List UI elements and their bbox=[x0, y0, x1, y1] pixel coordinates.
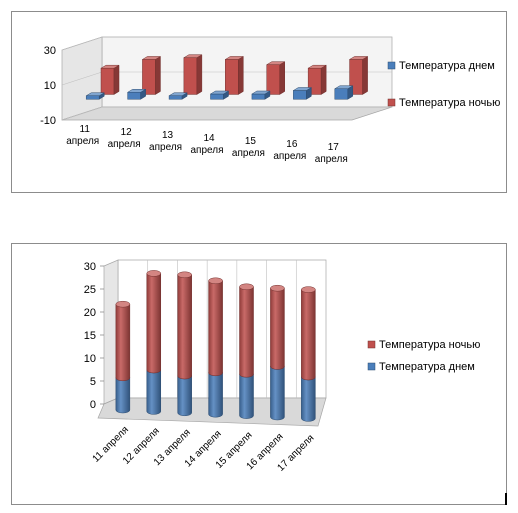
chart-1-y-tick-label: 10 bbox=[44, 80, 56, 92]
chart-2-legend-swatch bbox=[367, 340, 376, 349]
chart-1-bar-night-side bbox=[196, 54, 203, 95]
chart-1-bar-day-front bbox=[251, 93, 266, 100]
chart-2-cyl-night-3-top bbox=[208, 277, 223, 285]
chart-2-y-tick-label: 5 bbox=[90, 376, 96, 388]
chart-1-x-tick-label-line2: апреля bbox=[315, 154, 348, 165]
chart-2-cyl-night-2-top bbox=[177, 271, 192, 279]
chart-2-cyl-day-0-body bbox=[115, 377, 131, 414]
chart-2-cyl-night-4-body bbox=[239, 286, 254, 378]
chart-2-cyl-day-4-body bbox=[239, 373, 254, 419]
chart-1-bar-night-top bbox=[307, 64, 328, 69]
chart-1-bar-night-side bbox=[279, 61, 285, 95]
chart-1-legend-label: Температура днем bbox=[399, 60, 495, 72]
chart-2-y-tick-label: 0 bbox=[90, 399, 96, 411]
chart-1-bar-day-front bbox=[168, 95, 183, 100]
chart-1-x-tick-label: 14 bbox=[203, 133, 215, 144]
chart-2-legend-label: Температура днем bbox=[379, 361, 475, 373]
chart-1-bar-day-top bbox=[292, 87, 313, 91]
chart-2-cyl-night-2-body bbox=[177, 274, 192, 380]
chart-1-x-tick-label-line2: апреля bbox=[108, 139, 141, 150]
chart-2-cyl-day-5-body bbox=[270, 366, 285, 421]
chart-1-bar-night-top bbox=[265, 61, 286, 65]
chart-1-bar-night-side bbox=[362, 55, 368, 95]
chart-2-cyl-day-6-body bbox=[301, 376, 316, 422]
chart-1-bar-night-top bbox=[141, 56, 162, 60]
chart-1-bar-night-top bbox=[224, 56, 245, 60]
chart-1-x-tick-label: 16 bbox=[286, 139, 298, 150]
chart-1-bar-night-side bbox=[238, 55, 244, 95]
chart-2-cyl-night-6-body bbox=[301, 289, 316, 381]
chart-1-x-tick-label-line2: апреля bbox=[66, 136, 99, 147]
chart-2-y-tick-label: 30 bbox=[84, 261, 96, 273]
chart-1-bar-day-front bbox=[334, 88, 349, 100]
chart-2-y-tick-label: 25 bbox=[84, 284, 96, 296]
text-cursor bbox=[505, 493, 507, 505]
chart-1-bar-day-top bbox=[251, 90, 271, 95]
chart-1-x-tick-label-line2: апреля bbox=[232, 148, 265, 159]
chart-1-floor bbox=[61, 106, 393, 121]
chart-1-bar-night-side bbox=[113, 64, 120, 95]
chart-1-x-tick-label-line2: апреля bbox=[190, 145, 223, 156]
chart-1-bar-day-front bbox=[85, 95, 100, 100]
chart-2-cyl-night-0-body bbox=[115, 303, 131, 382]
chart-1-bar-night-front bbox=[100, 67, 115, 95]
chart-1-bar-night-front bbox=[225, 59, 239, 95]
chart-1-x-tick-label: 17 bbox=[328, 142, 340, 153]
chart-2-legend-swatch bbox=[367, 362, 376, 371]
chart-2-y-tick-label: 15 bbox=[84, 330, 96, 342]
chart-1-legend-label: Температура ночью bbox=[399, 97, 500, 109]
chart-2-legend-label: Температура ночью bbox=[379, 339, 480, 351]
chart-1-3d-clustered-columns: 3010-1011апреля12апреля13апреля14апреля1… bbox=[40, 36, 500, 165]
chart-1-bar-day-top bbox=[85, 92, 106, 96]
chart-2-cyl-night-0-top bbox=[115, 300, 131, 308]
chart-1-bar-day-front bbox=[293, 90, 307, 100]
chart-1-y-tick-label: -10 bbox=[40, 115, 56, 127]
chart-1-x-tick-label-line2: апреля bbox=[149, 142, 182, 153]
chart-2-cyl-night-3-body bbox=[208, 280, 223, 377]
chart-2-cyl-night-6-top bbox=[301, 286, 316, 293]
chart-1-bar-day-top bbox=[209, 90, 230, 95]
chart-1-bar-day-top bbox=[126, 89, 147, 93]
chart-1-bar-night-top bbox=[182, 54, 203, 58]
chart-1-x-tick-label-line2: апреля bbox=[273, 151, 306, 162]
chart-2-panel: 0 5 10 15 20 25 30 11 апреля 12 апреля 13 апреля 1… bbox=[11, 243, 507, 505]
chart-2-cyl-night-5-top bbox=[270, 284, 285, 292]
chart-1-legend-swatch bbox=[387, 98, 396, 107]
chart-1-panel: 30 10 -10 11 апреля 12 апреля 13 апреля 14 апреля 1… bbox=[11, 11, 507, 193]
chart-1-bar-day-front bbox=[127, 92, 141, 100]
chart-1-x-tick-label: 11 bbox=[80, 124, 91, 135]
chart-1-gridline bbox=[61, 36, 392, 51]
chart-2-cyl-night-1-body bbox=[146, 273, 162, 374]
chart-1-legend-swatch bbox=[387, 61, 396, 70]
chart-1-bar-night-front bbox=[183, 57, 198, 95]
chart-1-plot: 3010-1011апреля12апреля13апреля14апреля1… bbox=[40, 36, 500, 165]
chart-2-cyl-day-1-body bbox=[146, 369, 162, 415]
chart-2-y-tick-label: 10 bbox=[84, 353, 96, 365]
chart-1-bar-night-side bbox=[155, 55, 161, 95]
chart-1-y-tick-label: 30 bbox=[44, 45, 56, 57]
chart-1-bar-day-front bbox=[210, 93, 224, 100]
chart-1-bar-day-top bbox=[333, 85, 354, 89]
chart-1-bar-night-top bbox=[100, 64, 120, 69]
chart-1-gridline bbox=[61, 106, 392, 121]
chart-2-cyl-day-2-body bbox=[177, 375, 192, 417]
chart-2-y-tick-label: 20 bbox=[84, 307, 96, 319]
chart-1-bar-night-side bbox=[320, 64, 327, 95]
chart-2-cyl-night-5-body bbox=[270, 287, 285, 370]
chart-1-x-tick-label: 15 bbox=[245, 136, 257, 147]
chart-1-x-tick-label: 13 bbox=[162, 130, 174, 141]
chart-1-bar-night-front bbox=[266, 64, 280, 95]
chart-2-cyl-night-4-top bbox=[239, 283, 254, 291]
chart-1-x-tick-label: 12 bbox=[121, 127, 133, 138]
chart-1-bar-night-top bbox=[348, 56, 369, 60]
chart-2-cyl-night-1-top bbox=[146, 270, 162, 277]
chart-2-cyl-day-3-body bbox=[208, 372, 223, 418]
chart-1-bar-day-top bbox=[168, 92, 188, 96]
